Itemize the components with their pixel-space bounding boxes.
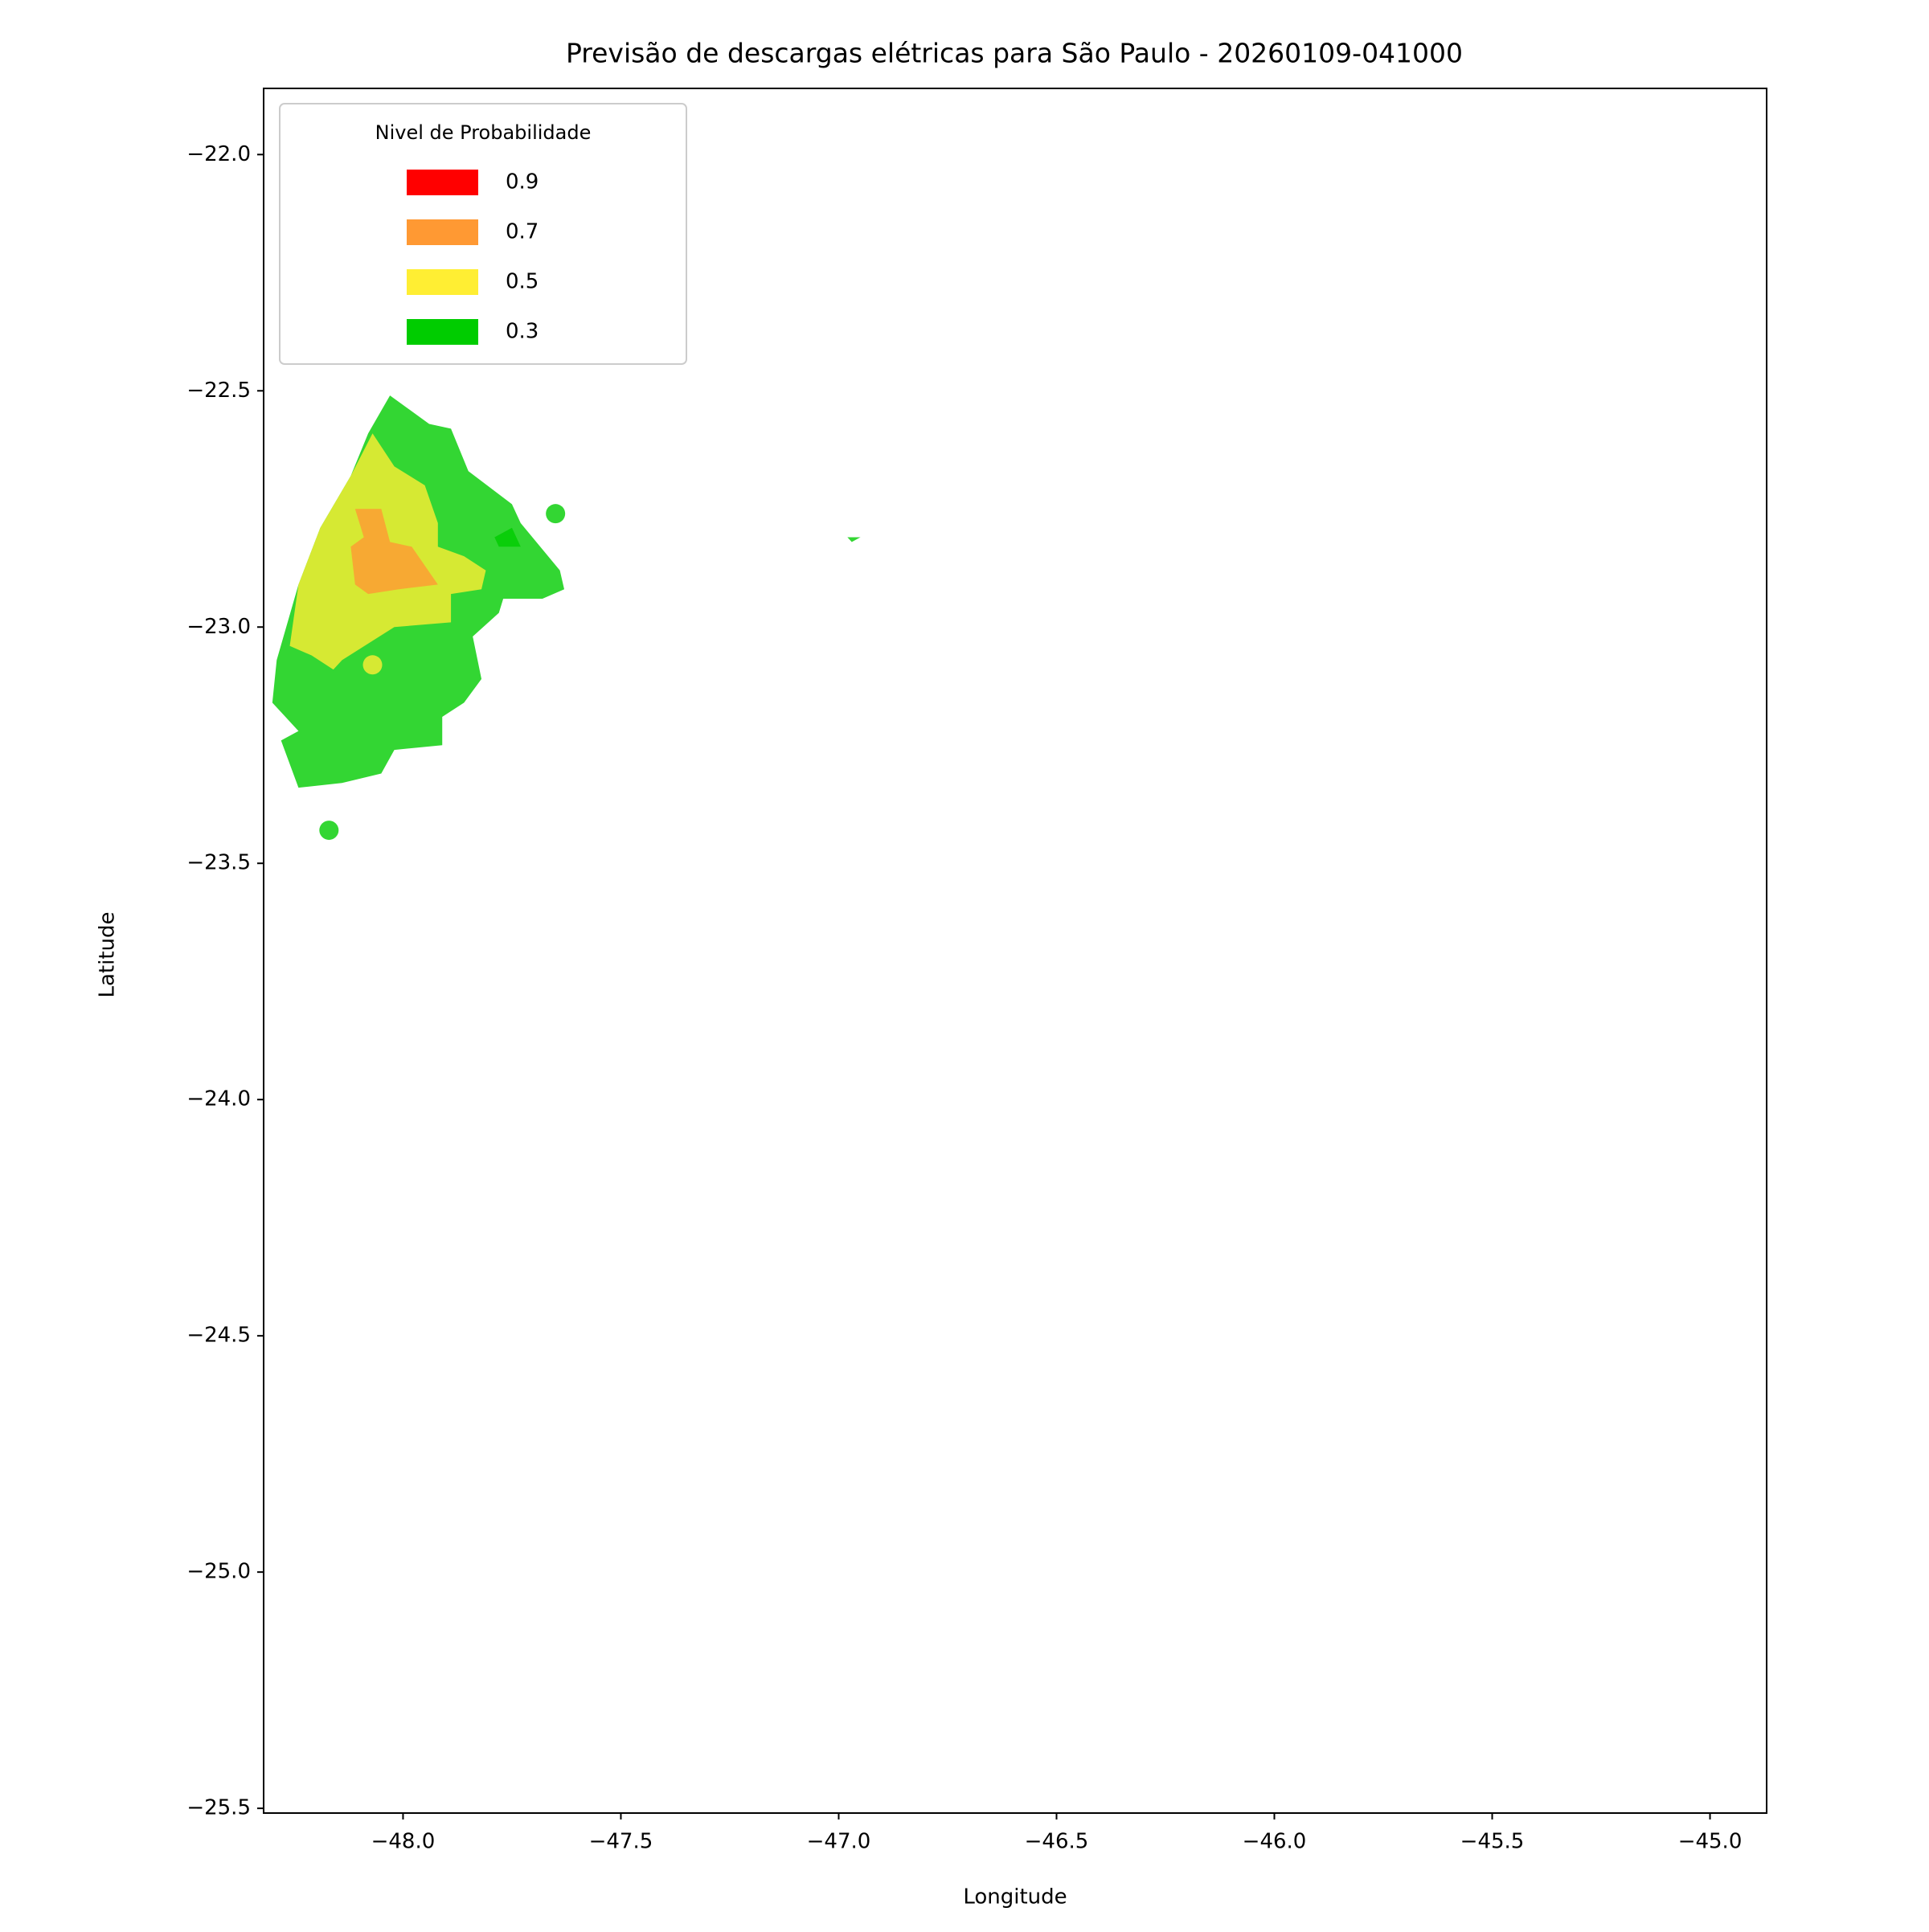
y-tick-label: −24.0 (186, 1087, 251, 1111)
x-tick-label: −45.0 (1678, 1830, 1743, 1854)
x-tick-label: −46.5 (1025, 1830, 1089, 1854)
chart-title: Previsão de descargas elétricas para São… (566, 38, 1463, 69)
legend-swatch (407, 170, 478, 195)
y-tick-label: −22.0 (186, 142, 251, 166)
y-tick-label: −23.5 (186, 851, 251, 875)
legend-swatch (407, 219, 478, 245)
contour-point (362, 655, 383, 675)
x-axis-label: Longitude (963, 1885, 1067, 1909)
legend: Nivel de Probabilidade 0.9 0.7 0.5 0.3 (279, 103, 687, 365)
x-tick-label: −46.0 (1243, 1830, 1307, 1854)
contour-region (494, 527, 521, 547)
y-tick-label: −23.0 (186, 615, 251, 639)
legend-label: 0.5 (506, 270, 539, 294)
legend-label: 0.3 (506, 320, 539, 344)
x-tick-label: −45.5 (1460, 1830, 1525, 1854)
x-tick-label: −47.5 (589, 1830, 653, 1854)
y-axis-label: Latitude (96, 911, 120, 997)
legend-title: Nivel de Probabilidade (375, 121, 592, 144)
contour-region (350, 509, 438, 595)
x-tick-label: −47.0 (807, 1830, 871, 1854)
y-tick-label: −25.0 (186, 1560, 251, 1584)
contour-region (847, 537, 861, 542)
legend-box (279, 103, 687, 365)
contour-point (319, 821, 339, 841)
legend-swatch (407, 269, 478, 295)
plot-frame (263, 88, 1767, 1814)
legend-label: 0.7 (506, 220, 539, 244)
plot-area (272, 395, 861, 841)
y-tick-label: −24.5 (186, 1324, 251, 1348)
legend-swatch (407, 319, 478, 345)
y-tick-label: −25.5 (186, 1796, 251, 1820)
legend-label: 0.9 (506, 170, 539, 194)
x-tick-label: −48.0 (371, 1830, 436, 1854)
contour-point (546, 504, 566, 524)
y-tick-label: −22.5 (186, 379, 251, 403)
